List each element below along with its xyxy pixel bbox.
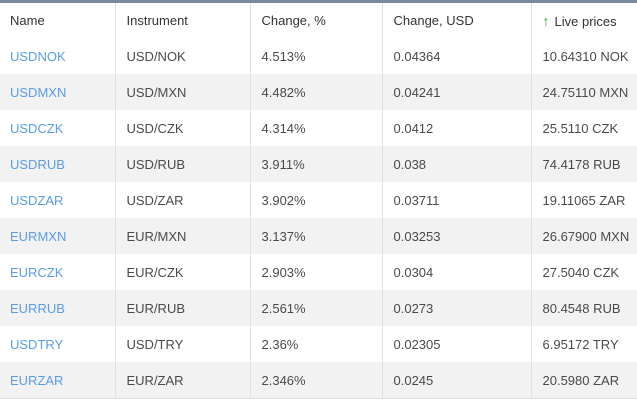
change-usd-cell: 0.03253 xyxy=(381,218,531,254)
live-price-cell: 27.5040 CZK xyxy=(530,254,637,290)
change-usd-cell: 0.03711 xyxy=(381,182,531,218)
change-pct-cell: 2.561% xyxy=(249,290,382,326)
name-link[interactable]: EURCZK xyxy=(10,264,64,280)
table-row: EURRUB EUR/RUB 2.561% 0.0273 80.4548 RUB xyxy=(0,290,637,326)
name-cell: USDTRY xyxy=(0,326,115,362)
instrument-cell: USD/NOK xyxy=(114,38,250,74)
name-cell: USDZAR xyxy=(0,182,115,218)
name-cell: EURRUB xyxy=(0,290,115,326)
table-row: USDTRY USD/TRY 2.36% 0.02305 6.95172 TRY xyxy=(0,326,637,362)
live-price-cell: 20.5980 ZAR xyxy=(530,362,637,399)
name-link[interactable]: EURMXN xyxy=(10,228,67,244)
change-usd-cell: 0.0304 xyxy=(381,254,531,290)
change-usd-cell: 0.0273 xyxy=(381,290,531,326)
table-row: USDRUB USD/RUB 3.911% 0.038 74.4178 RUB xyxy=(0,146,637,182)
name-link[interactable]: USDZAR xyxy=(10,192,64,208)
header-row: Name Instrument Change, % Change, USD ↑ L… xyxy=(0,3,637,38)
change-pct-cell: 3.137% xyxy=(249,218,382,254)
table-body: USDNOK USD/NOK 4.513% 0.04364 10.64310 N… xyxy=(0,38,637,399)
name-link[interactable]: USDTRY xyxy=(10,336,64,352)
instrument-cell: USD/CZK xyxy=(114,110,250,146)
column-header-label: Live prices xyxy=(554,13,617,29)
column-header-instrument[interactable]: Instrument xyxy=(114,3,250,38)
column-header-change-usd[interactable]: Change, USD xyxy=(381,3,531,38)
name-cell: USDMXN xyxy=(0,74,115,110)
change-usd-cell: 0.04241 xyxy=(381,74,531,110)
name-link[interactable]: USDNOK xyxy=(10,48,66,64)
column-header-change-pct[interactable]: Change, % xyxy=(249,3,382,38)
change-usd-cell: 0.04364 xyxy=(381,38,531,74)
name-cell: EURCZK xyxy=(0,254,115,290)
live-price-cell: 25.5110 CZK xyxy=(530,110,637,146)
name-cell: EURZAR xyxy=(0,362,115,399)
change-usd-cell: 0.0245 xyxy=(381,362,531,399)
change-usd-cell: 0.038 xyxy=(381,146,531,182)
column-header-name[interactable]: Name xyxy=(10,13,45,28)
name-cell: USDCZK xyxy=(0,110,115,146)
name-cell: USDRUB xyxy=(0,146,115,182)
change-pct-cell: 4.513% xyxy=(249,38,382,74)
name-link[interactable]: USDRUB xyxy=(10,156,65,172)
live-price-cell: 80.4548 RUB xyxy=(530,290,637,326)
instrument-cell: USD/TRY xyxy=(114,326,250,362)
table-row: USDMXN USD/MXN 4.482% 0.04241 24.75110 M… xyxy=(0,74,637,110)
change-pct-cell: 3.911% xyxy=(249,146,382,182)
table-row: USDZAR USD/ZAR 3.902% 0.03711 19.11065 Z… xyxy=(0,182,637,218)
instrument-cell: EUR/MXN xyxy=(114,218,250,254)
table-row: USDCZK USD/CZK 4.314% 0.0412 25.5110 CZK xyxy=(0,110,637,146)
instrument-cell: USD/MXN xyxy=(114,74,250,110)
table-row: EURZAR EUR/ZAR 2.346% 0.0245 20.5980 ZAR xyxy=(0,362,637,399)
live-price-cell: 19.11065 ZAR xyxy=(530,182,637,218)
name-cell: USDNOK xyxy=(0,38,115,74)
change-pct-cell: 4.314% xyxy=(249,110,382,146)
change-pct-cell: 2.36% xyxy=(249,326,382,362)
change-usd-cell: 0.0412 xyxy=(381,110,531,146)
instrument-cell: EUR/CZK xyxy=(114,254,250,290)
name-link[interactable]: USDMXN xyxy=(10,84,67,100)
live-price-cell: 74.4178 RUB xyxy=(530,146,637,182)
change-pct-cell: 3.902% xyxy=(249,182,382,218)
table-row: EURMXN EUR/MXN 3.137% 0.03253 26.67900 M… xyxy=(0,218,637,254)
live-price-cell: 10.64310 NOK xyxy=(530,38,637,74)
instrument-cell: EUR/ZAR xyxy=(114,362,250,399)
instrument-cell: EUR/RUB xyxy=(114,290,250,326)
name-link[interactable]: EURRUB xyxy=(10,300,65,316)
table-row: USDNOK USD/NOK 4.513% 0.04364 10.64310 N… xyxy=(0,38,637,74)
name-cell: EURMXN xyxy=(0,218,115,254)
change-usd-cell: 0.02305 xyxy=(381,326,531,362)
name-link[interactable]: USDCZK xyxy=(10,120,64,136)
live-price-cell: 24.75110 MXN xyxy=(530,74,637,110)
column-header-live-prices[interactable]: ↑ Live prices xyxy=(530,3,637,38)
instrument-cell: USD/ZAR xyxy=(114,182,250,218)
live-price-cell: 26.67900 MXN xyxy=(530,218,637,254)
change-pct-cell: 2.346% xyxy=(249,362,382,399)
change-pct-cell: 2.903% xyxy=(249,254,382,290)
table-row: EURCZK EUR/CZK 2.903% 0.0304 27.5040 CZK xyxy=(0,254,637,290)
fx-table: Name Instrument Change, % Change, USD ↑ L… xyxy=(0,3,637,399)
change-pct-cell: 4.482% xyxy=(249,74,382,110)
name-link[interactable]: EURZAR xyxy=(10,372,64,388)
up-arrow-icon: ↑ xyxy=(542,12,550,29)
top-accent-bar xyxy=(0,0,637,3)
live-price-cell: 6.95172 TRY xyxy=(530,326,637,362)
instrument-cell: USD/RUB xyxy=(114,146,250,182)
